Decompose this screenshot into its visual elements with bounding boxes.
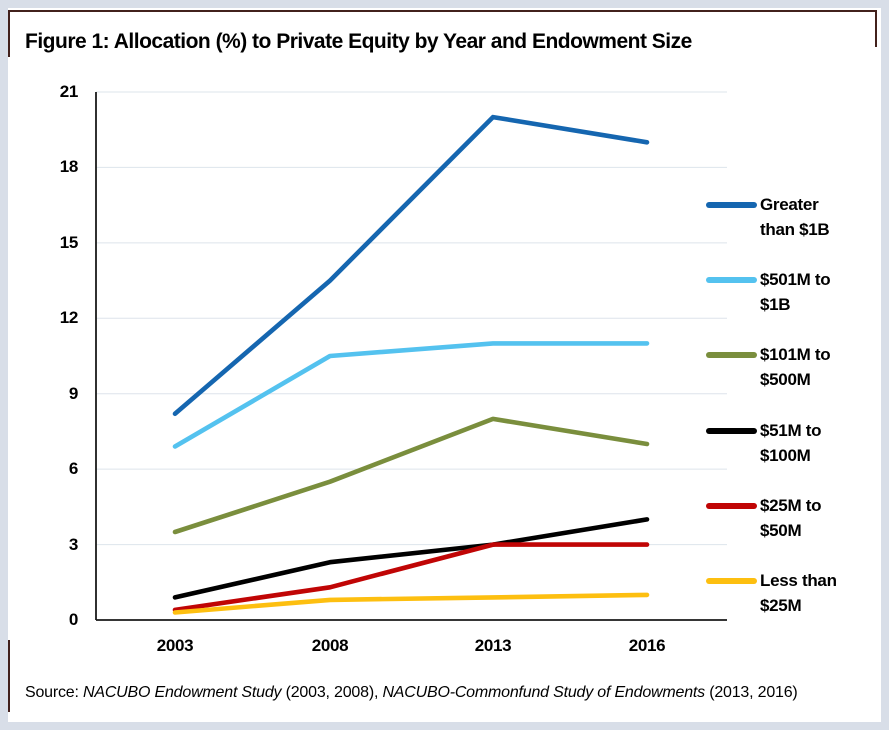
legend-item-less-than-25m: Less than $25M — [706, 568, 837, 618]
source-years-2: (2013, 2016) — [709, 684, 798, 701]
legend-swatch-25m-to-50m — [706, 502, 757, 509]
figure-title: Figure 1: Allocation (%) to Private Equi… — [25, 30, 692, 53]
legend-item-greater-than-1b: Greater than $1B — [706, 192, 830, 242]
y-tick-label-18: 18 — [59, 157, 79, 177]
legend-item-501m-to-1b: $501M to $1B — [706, 267, 831, 317]
legend-label-line: $51M to — [760, 420, 822, 440]
series-line-51m-to-100m — [172, 517, 650, 600]
series-line-25m-to-50m — [172, 542, 650, 613]
legend-label-line: $25M to — [760, 495, 822, 515]
legend-swatch-less-than-25m — [706, 578, 757, 584]
source-note: Source: NACUBO Endowment Study (2003, 20… — [25, 684, 798, 702]
legend-label-line: Greater — [760, 195, 819, 214]
legend-label-25m-to-50m: $25M to $50M — [760, 493, 822, 543]
top-rule-right-tick — [875, 10, 877, 47]
legend-swatch-501m-to-1b — [706, 277, 757, 284]
series-line-less-than-25m — [172, 592, 650, 615]
source-years-1: (2003, 2008), — [285, 684, 383, 701]
legend-label-line: $25M — [760, 596, 802, 615]
series-line-101m-to-500m — [172, 416, 650, 535]
legend-swatch-51m-to-100m — [706, 427, 757, 434]
source-study-2: NACUBO-Commonfund Study of Endowments — [382, 684, 710, 701]
legend-swatch-101m-to-500m — [706, 352, 757, 359]
y-tick-label-12: 12 — [59, 308, 79, 328]
legend-label-greater-than-1b: Greater than $1B — [760, 192, 830, 242]
legend-label-line: $50M — [760, 520, 802, 540]
legend-label-line: $100M — [760, 445, 811, 465]
y-tick-label-15: 15 — [59, 232, 79, 252]
series-line-501m-to-1b — [172, 341, 650, 449]
series-line-greater-than-1b — [172, 114, 650, 417]
legend-label-51m-to-100m: $51M to $100M — [760, 418, 822, 468]
top-rule — [8, 10, 877, 12]
y-tick-label-6: 6 — [68, 459, 78, 479]
legend-label-line: $501M to — [760, 270, 831, 290]
x-tick-label-2016: 2016 — [628, 636, 666, 655]
y-tick-label-9: 9 — [68, 383, 78, 403]
x-tick-label-2003: 2003 — [156, 636, 194, 655]
top-rule-left-tick — [8, 10, 10, 57]
legend-label-101m-to-500m: $101M to $500M — [760, 342, 831, 392]
legend-label-line: $500M — [760, 370, 811, 390]
legend-item-51m-to-100m: $51M to $100M — [706, 418, 822, 468]
legend-label-line: Less than — [760, 571, 837, 590]
y-tick-label-0: 0 — [68, 610, 78, 629]
bottom-left-tick — [8, 640, 10, 712]
source-prefix: Source: — [25, 684, 83, 701]
legend-item-25m-to-50m: $25M to $50M — [706, 493, 822, 543]
source-study-1: NACUBO Endowment Study — [83, 684, 286, 701]
y-tick-label-3: 3 — [68, 534, 78, 554]
legend-label-line: $1B — [760, 295, 791, 315]
legend-item-101m-to-500m: $101M to $500M — [706, 342, 831, 392]
y-tick-label-21: 21 — [59, 82, 79, 101]
legend-label-line: $101M to — [760, 345, 831, 365]
x-tick-label-2008: 2008 — [311, 636, 349, 655]
legend-label-less-than-25m: Less than $25M — [760, 568, 837, 618]
legend-swatch-greater-than-1b — [706, 202, 757, 208]
legend-label-501m-to-1b: $501M to $1B — [760, 267, 831, 317]
x-tick-label-2013: 2013 — [474, 636, 512, 655]
legend-label-line: than $1B — [760, 220, 830, 239]
